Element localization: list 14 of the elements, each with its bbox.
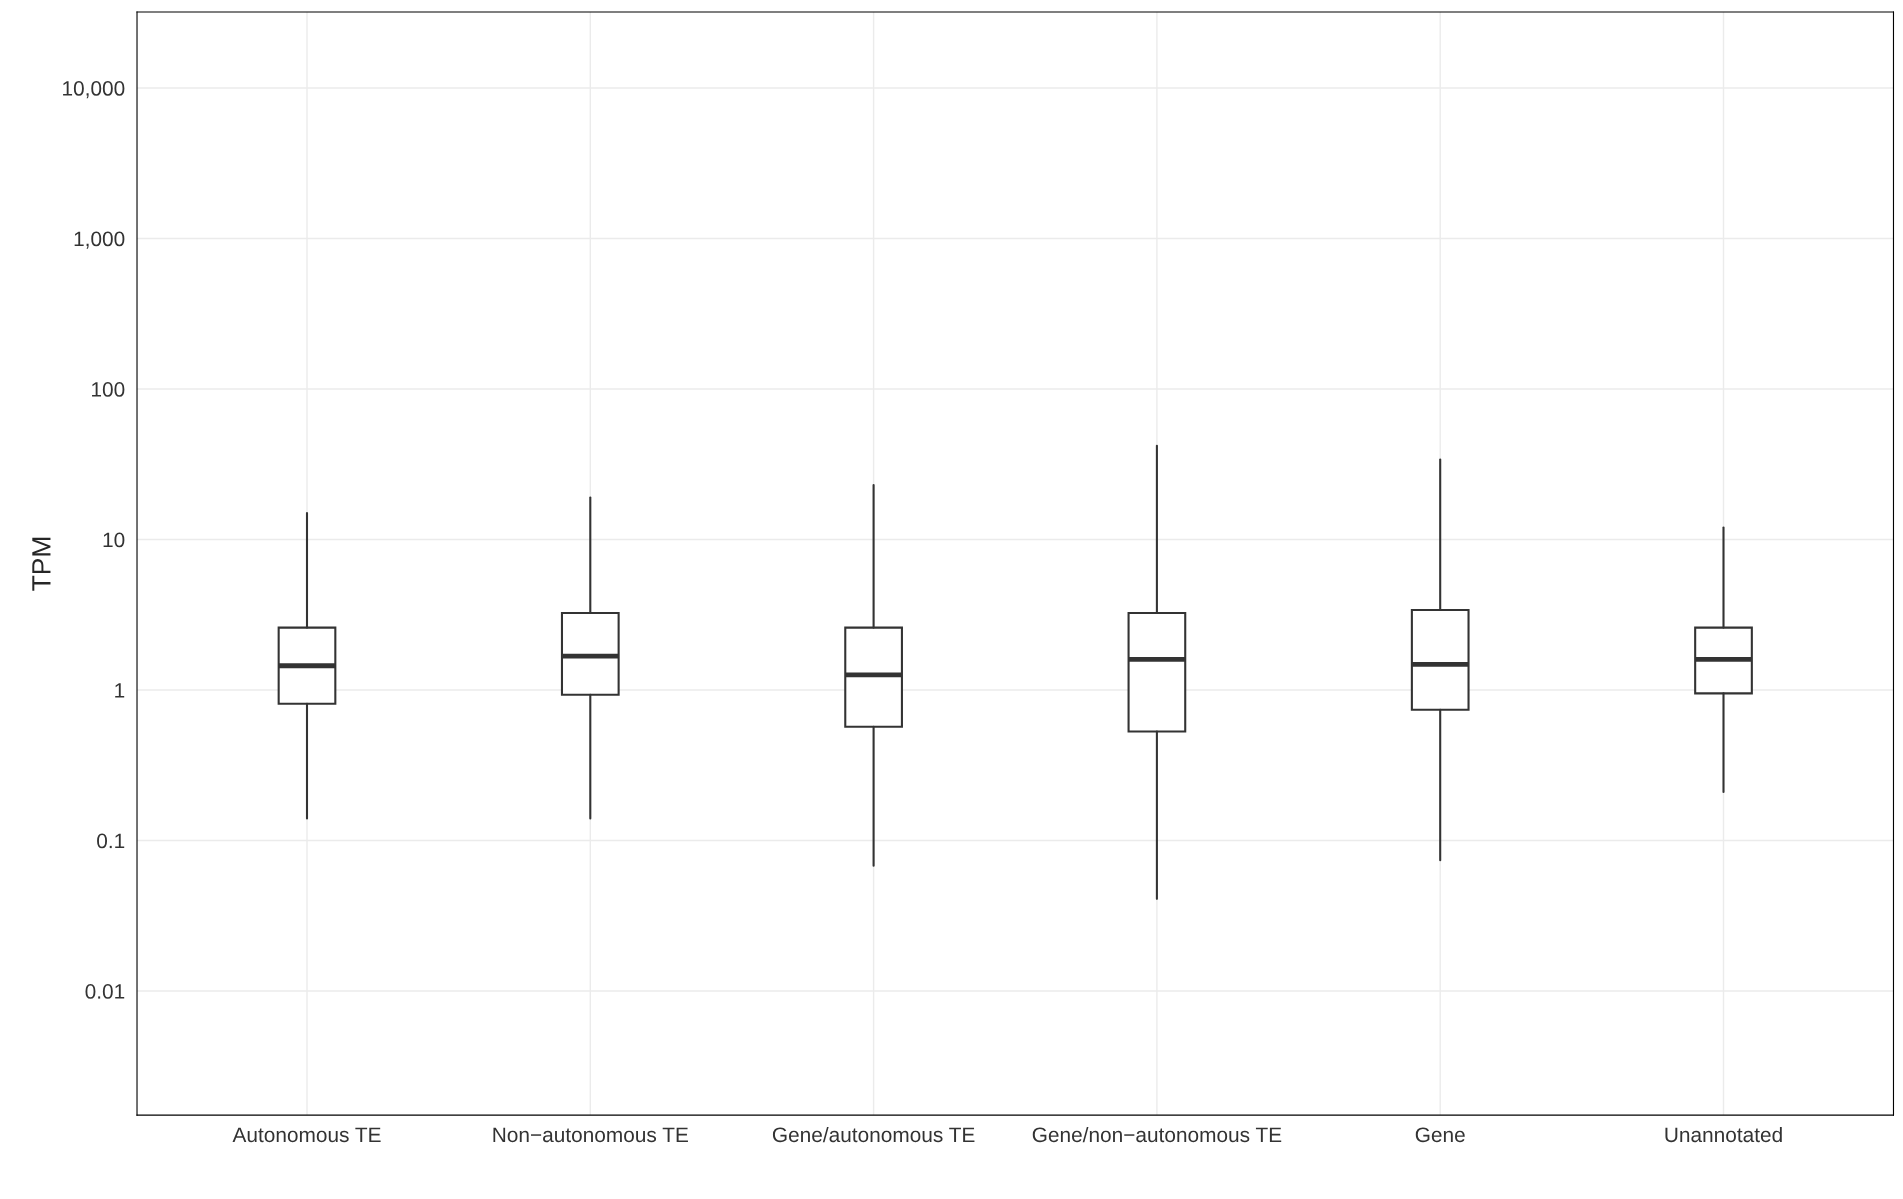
y-tick-label: 100: [92, 382, 125, 397]
y-tick-label: 10,000: [63, 81, 125, 99]
x-tick-label: Autonomous TE: [232, 1127, 381, 1143]
x-tick-label: Gene: [1415, 1127, 1465, 1143]
x-tick-label: Unannotated: [1665, 1126, 1782, 1143]
y-tick-label: 1: [115, 683, 125, 698]
x-tick-label: Non−autonomous TE: [493, 1127, 688, 1143]
y-tick-label: 10: [103, 532, 125, 548]
y-tick-label: 0.01: [85, 984, 125, 999]
y-axis-title: TPM: [32, 537, 51, 591]
y-tick-label: 0.1: [97, 833, 125, 849]
y-tick-label: 1,000: [74, 231, 125, 249]
x-tick-label: Gene/autonomous TE: [772, 1126, 975, 1143]
x-tick-label: Gene/non−autonomous TE: [1032, 1126, 1282, 1143]
